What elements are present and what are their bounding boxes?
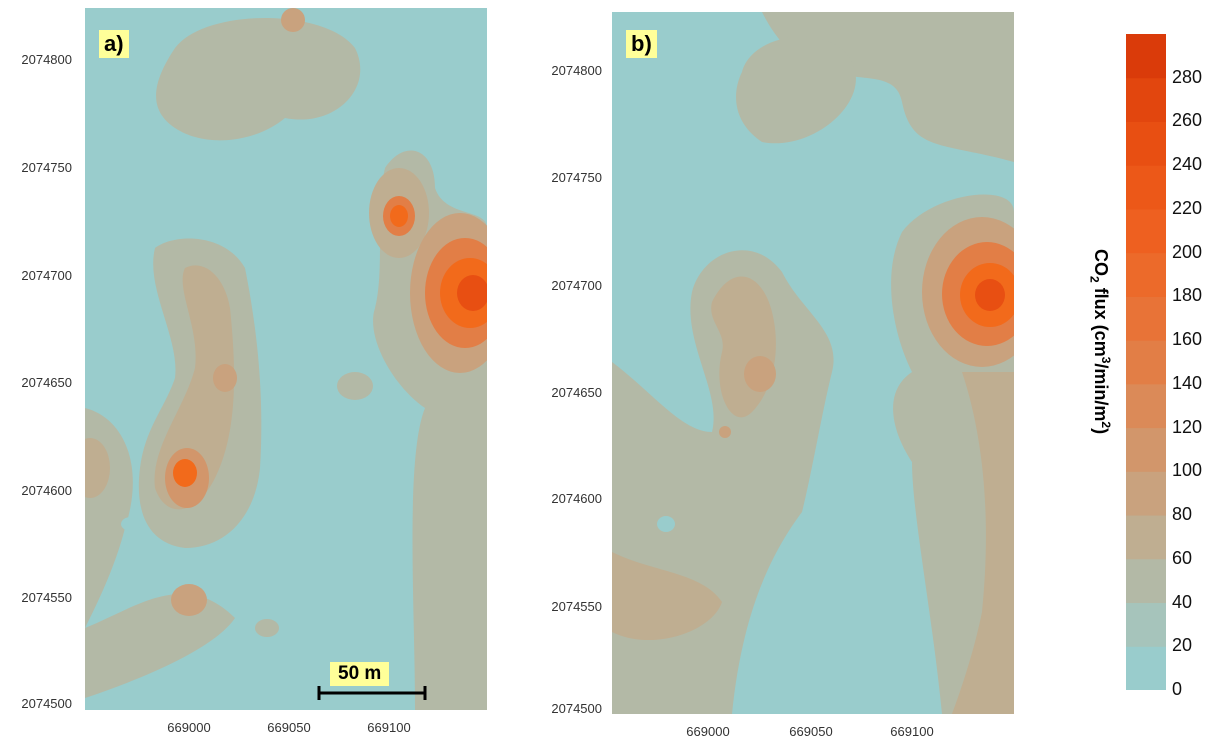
colorbar-swatch bbox=[1126, 471, 1166, 516]
colorbar-tick: 200 bbox=[1172, 241, 1203, 262]
x-tick: 669100 bbox=[367, 720, 411, 735]
colorbar-tick: 80 bbox=[1172, 504, 1193, 525]
colorbar-tick: 20 bbox=[1172, 635, 1193, 656]
colorbar-swatch bbox=[1126, 383, 1166, 429]
colorbar-swatch bbox=[1126, 602, 1166, 647]
colorbar-swatch bbox=[1126, 252, 1166, 297]
y-tick: 2074750 bbox=[21, 160, 72, 175]
colorbar-title-end: ) bbox=[1091, 428, 1111, 435]
x-tick: 669000 bbox=[686, 724, 730, 739]
colorbar-tick: 240 bbox=[1172, 154, 1203, 175]
y-tick: 2074650 bbox=[551, 385, 602, 400]
colorbar-swatch bbox=[1126, 165, 1166, 210]
colorbar-tick: 160 bbox=[1172, 329, 1203, 350]
y-tick: 2074700 bbox=[551, 278, 602, 293]
y-tick: 2074800 bbox=[551, 63, 602, 78]
colorbar-swatch bbox=[1126, 208, 1166, 254]
colorbar-title-mid: /min/m bbox=[1091, 363, 1111, 422]
colorbar-swatch bbox=[1126, 646, 1166, 691]
colorbar-tick: 220 bbox=[1172, 197, 1203, 218]
colorbar-tick: 140 bbox=[1172, 372, 1203, 393]
flux-zone bbox=[156, 18, 361, 141]
panel-label-b: b) bbox=[626, 30, 657, 58]
contour-map-b bbox=[612, 12, 1042, 715]
colorbar-title: CO2 flux (cm3/min/m2) bbox=[1087, 249, 1113, 434]
contour-map-a bbox=[70, 8, 510, 711]
colorbar-title-rest: flux (cm bbox=[1091, 282, 1111, 357]
y-tick: 2074650 bbox=[21, 375, 72, 390]
colorbar-tick: 40 bbox=[1172, 591, 1193, 612]
colorbar-swatch bbox=[1126, 34, 1166, 79]
y-tick: 2074500 bbox=[551, 701, 602, 716]
y-tick: 2074700 bbox=[21, 268, 72, 283]
colorbar-tick: 260 bbox=[1172, 110, 1203, 131]
scale-bar-label: 50 m bbox=[330, 662, 390, 686]
y-tick: 2074500 bbox=[21, 696, 72, 711]
panel-label-a: a) bbox=[99, 30, 129, 58]
y-tick: 2074750 bbox=[551, 170, 602, 185]
colorbar-swatch bbox=[1126, 558, 1166, 604]
colorbar-swatch bbox=[1126, 77, 1166, 122]
x-tick: 669100 bbox=[890, 724, 934, 739]
colorbar-swatch bbox=[1126, 515, 1166, 560]
colorbar-tick: 60 bbox=[1172, 547, 1193, 568]
colorbar-swatch bbox=[1126, 340, 1166, 385]
colorbar-swatch bbox=[1126, 296, 1166, 341]
colorbar-tick: 0 bbox=[1172, 679, 1183, 699]
x-tick: 669050 bbox=[789, 724, 833, 739]
y-tick: 2074800 bbox=[21, 52, 72, 67]
colorbar-swatch bbox=[1126, 121, 1166, 166]
colorbar-tick: 280 bbox=[1172, 66, 1203, 87]
x-tick: 669000 bbox=[167, 720, 211, 735]
colorbar-swatch bbox=[1126, 427, 1166, 472]
colorbar-tick: 100 bbox=[1172, 460, 1203, 481]
map-panel-b: b) bbox=[612, 12, 1042, 715]
colorbar-title-sub: 2 bbox=[1087, 276, 1102, 283]
x-tick: 669050 bbox=[267, 720, 311, 735]
y-tick: 2074600 bbox=[21, 483, 72, 498]
colorbar-tick: 180 bbox=[1172, 285, 1203, 306]
colorbar-swatches bbox=[1126, 34, 1166, 691]
y-tick: 2074550 bbox=[21, 590, 72, 605]
colorbar bbox=[1126, 34, 1166, 691]
colorbar-tick: 120 bbox=[1172, 416, 1203, 437]
y-tick: 2074600 bbox=[551, 491, 602, 506]
map-panel-a: a) 50 m bbox=[70, 8, 510, 711]
colorbar-title-co: CO bbox=[1091, 249, 1111, 276]
y-tick: 2074550 bbox=[551, 599, 602, 614]
